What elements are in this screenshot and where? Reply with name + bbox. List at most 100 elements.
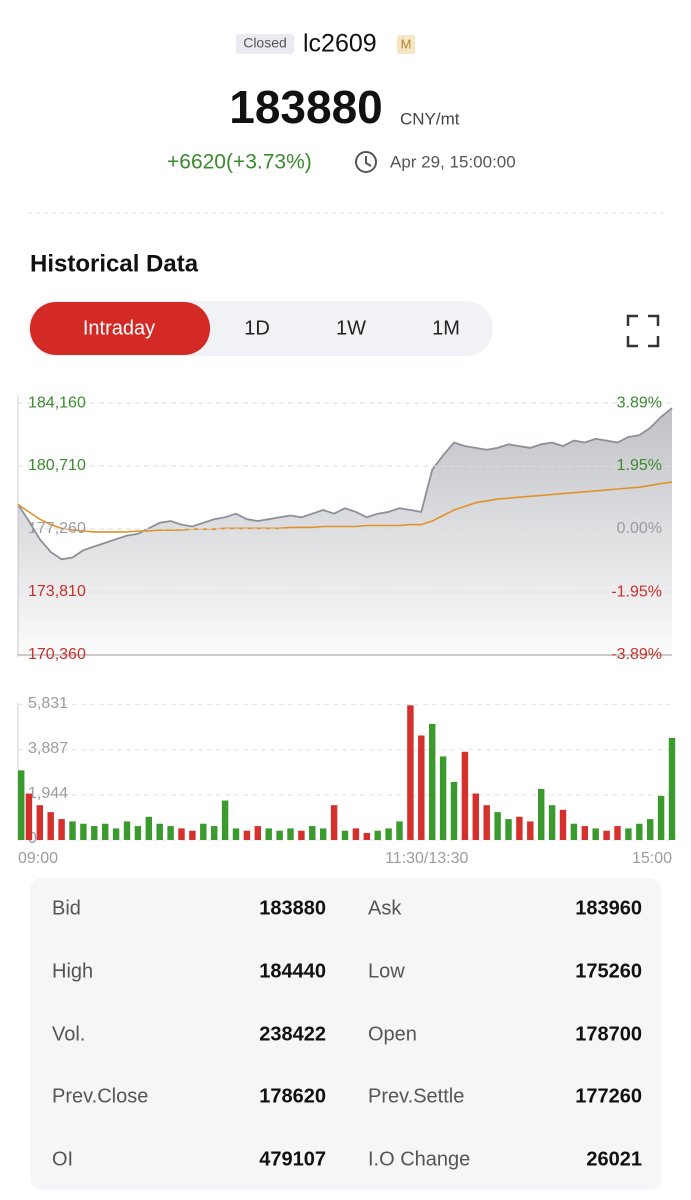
x-tick-label: 11:30/13:30 <box>385 850 468 867</box>
y-tick-label: 1,944 <box>28 785 68 802</box>
volume-bar <box>243 830 251 840</box>
volume-bar <box>36 805 44 840</box>
stat-label: Prev.Close <box>52 1085 148 1107</box>
volume-bar <box>559 809 567 840</box>
unit: CNY/mt <box>400 109 460 128</box>
stat-label: High <box>52 960 93 982</box>
x-tick-label: 15:00 <box>632 850 672 867</box>
volume-bar <box>472 793 480 840</box>
volume-bar <box>167 826 174 840</box>
volume-bar <box>537 788 545 840</box>
volume-bar <box>134 826 142 840</box>
volume-bar <box>69 821 76 840</box>
average-line <box>17 481 673 533</box>
stat-value: 184440 <box>259 960 326 982</box>
stat-value: 183960 <box>575 897 642 919</box>
volume-bar <box>614 826 621 840</box>
y-tick-label: 170,360 <box>28 646 86 663</box>
stat-label: OI <box>52 1148 73 1170</box>
symbol: lc2609 <box>303 30 377 58</box>
stat-value: 175260 <box>575 960 642 982</box>
y-tick-label: 180,710 <box>28 457 86 474</box>
volume-bar <box>603 830 610 840</box>
time: Apr 29, 15:00:00 <box>390 152 516 171</box>
volume-bar <box>319 828 327 840</box>
volume-bar <box>646 819 654 840</box>
volume-bar <box>363 833 371 840</box>
volume-bar <box>352 828 360 840</box>
y2-tick-label: 3.89% <box>617 394 662 411</box>
volume-bar <box>145 816 153 840</box>
y2-tick-label: -1.95% <box>611 583 662 600</box>
volume-bar <box>330 805 338 840</box>
clock-icon <box>355 151 377 173</box>
volume-bar <box>450 781 458 840</box>
badge: M <box>401 36 412 51</box>
price: 183880 <box>229 81 383 133</box>
volume-bar <box>101 823 109 840</box>
volume-bar <box>396 821 403 840</box>
volume-bar <box>210 826 218 840</box>
volume-bar <box>505 819 512 840</box>
volume-bar <box>418 735 425 840</box>
volume-bar <box>178 828 185 840</box>
volume-bar <box>276 830 283 840</box>
volume-bar <box>18 770 25 840</box>
stat-label: Prev.Settle <box>368 1085 464 1107</box>
volume-bar <box>570 823 578 840</box>
volume-bar <box>265 828 272 840</box>
volume-bar <box>516 816 523 840</box>
volume-bar <box>636 823 643 840</box>
volume-bar <box>47 812 54 840</box>
volume-bar <box>200 823 207 840</box>
volume-bar <box>254 826 262 840</box>
y2-tick-label: 1.95% <box>617 457 662 474</box>
volume-bar <box>232 828 240 840</box>
y-tick-label: 0 <box>28 830 37 847</box>
volume-bar <box>156 823 163 840</box>
tab[interactable]: Intraday <box>83 317 155 339</box>
y-tick-label: 3,887 <box>28 740 68 757</box>
y-tick-label: 177,260 <box>28 520 86 537</box>
tab[interactable]: 1W <box>336 317 366 339</box>
status-badge <box>236 34 294 54</box>
volume-bar <box>385 828 392 840</box>
volume-bar <box>407 705 414 840</box>
stat-value: 183880 <box>259 897 326 919</box>
volume-bar <box>581 826 589 840</box>
volume-bar <box>91 826 98 840</box>
price-line <box>17 407 673 561</box>
volume-bar <box>548 805 556 840</box>
section-title: Historical Data <box>30 250 199 277</box>
x-tick-label: 09:00 <box>18 850 58 867</box>
status: Closed <box>243 35 287 51</box>
volume-bar <box>439 756 447 840</box>
volume-bar <box>287 828 294 840</box>
fullscreen-icon[interactable] <box>626 314 660 348</box>
volume-bar <box>221 800 229 840</box>
tab[interactable]: 1M <box>432 317 460 339</box>
volume-bar <box>80 823 87 840</box>
y2-tick-label: -3.89% <box>611 646 662 663</box>
stats-card <box>30 878 661 1190</box>
stat-label: Vol. <box>52 1023 85 1045</box>
volume-bar <box>309 826 316 840</box>
stat-value: 238422 <box>259 1023 326 1045</box>
volume-bar <box>494 812 501 840</box>
volume-bar <box>189 830 196 840</box>
m-badge <box>397 35 415 54</box>
volume-bar <box>25 793 33 840</box>
y-tick-label: 184,160 <box>28 394 86 411</box>
volume-bar <box>374 830 381 840</box>
y-tick-label: 173,810 <box>28 583 86 600</box>
volume-bar <box>461 751 469 840</box>
stat-label: Open <box>368 1023 417 1045</box>
volume-bar <box>58 819 65 840</box>
volume-bar <box>527 821 534 840</box>
stat-label: Bid <box>52 897 81 919</box>
tab[interactable]: 1D <box>244 317 270 339</box>
volume-bar <box>298 830 305 840</box>
tab-active <box>30 302 210 355</box>
